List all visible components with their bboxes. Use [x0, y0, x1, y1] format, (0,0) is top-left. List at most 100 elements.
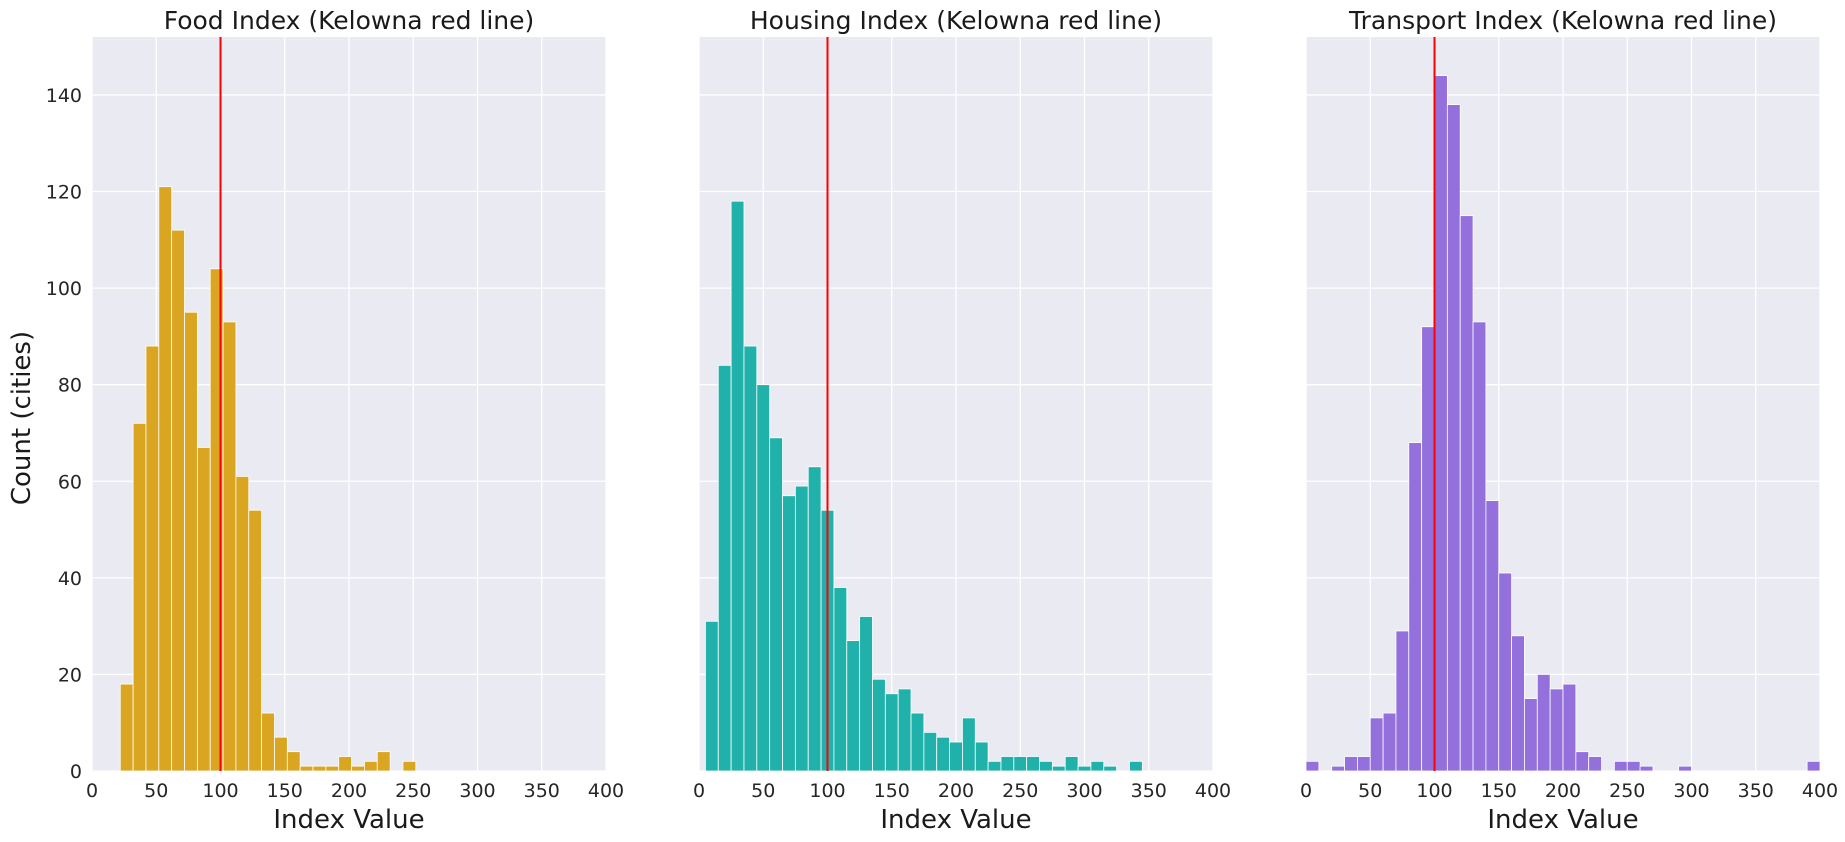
x-tick-label: 350 [1131, 780, 1167, 802]
histogram-bar [196, 447, 211, 772]
chart-panel-1: 0 50 100 150 200 250 300 350 400 0 20 40 60 80 100 120 1… [46, 6, 624, 835]
histogram-bar [222, 321, 237, 772]
x-tick-label: 150 [874, 780, 910, 802]
x-axis-label: Index Value [1487, 805, 1638, 835]
x-tick-label: 100 [202, 780, 238, 802]
histogram-bar [1013, 756, 1028, 772]
histogram-bar [1331, 765, 1345, 772]
x-tick-label: 250 [395, 780, 431, 802]
histogram-bar [1344, 756, 1358, 772]
histogram-bar [1395, 630, 1410, 772]
x-tick-label: 300 [1673, 780, 1709, 802]
histogram-bar [145, 345, 160, 772]
histogram-bar [299, 765, 314, 772]
histogram-bar [1408, 442, 1423, 772]
histogram-bar [1678, 765, 1692, 772]
histogram-bar [1077, 765, 1092, 772]
chart-panel-2: 0 50 100 150 200 250 300 350 400 Housing Index (K… [693, 6, 1231, 835]
x-tick-label: 250 [1609, 780, 1645, 802]
x-tick-label: 50 [144, 780, 168, 802]
histogram-bar [158, 186, 173, 772]
histogram-bar [1382, 712, 1397, 772]
x-tick-label: 250 [1002, 780, 1038, 802]
histogram-bar [261, 712, 275, 772]
histogram-bar [351, 765, 365, 772]
x-tick-label: 0 [1300, 780, 1312, 802]
histogram-bar [1614, 760, 1628, 772]
histogram-bar [949, 741, 963, 772]
histogram-bar [1129, 760, 1143, 772]
histogram-bar [1039, 760, 1053, 772]
histogram-bar [974, 741, 989, 772]
histogram-bar [1549, 688, 1564, 772]
histogram-bar [1498, 572, 1512, 772]
histogram-bar [756, 384, 771, 772]
histogram-bar [235, 476, 250, 772]
chart-title: Food Index (Kelowna red line) [164, 6, 535, 35]
histogram-bar [1000, 756, 1015, 772]
x-tick-label: 400 [588, 780, 624, 802]
histogram-bar [1536, 674, 1551, 772]
y-tick-label: 80 [58, 375, 82, 397]
histogram-bar [730, 200, 745, 772]
histogram-bar [286, 751, 301, 772]
x-tick-label: 200 [331, 780, 367, 802]
histogram-bar [1562, 683, 1577, 772]
histogram-bar [119, 683, 134, 772]
histogram-bar [274, 736, 288, 772]
histogram-bar [1575, 751, 1590, 772]
y-tick-label: 20 [58, 664, 82, 686]
histogram-bar [1446, 104, 1461, 772]
histogram-bar [312, 765, 327, 772]
x-tick-label: 350 [524, 780, 560, 802]
y-tick-label: 40 [58, 568, 82, 590]
histogram-bar [936, 736, 950, 772]
y-tick-label: 140 [46, 85, 82, 107]
x-tick-label: 100 [809, 780, 845, 802]
x-tick-label: 50 [751, 780, 775, 802]
histogram-bar [402, 760, 417, 772]
histogram-bar [184, 311, 198, 772]
histogram-bar [1524, 698, 1538, 772]
histogram-bar [987, 760, 1002, 772]
histogram-bar [962, 717, 976, 772]
histogram-bar [1026, 756, 1040, 772]
histogram-bar [782, 495, 796, 772]
x-axis-label: Index Value [880, 805, 1031, 835]
histogram-bar [833, 587, 848, 772]
histogram-bar [1472, 321, 1487, 772]
x-tick-label: 0 [86, 780, 98, 802]
histogram-bar [1051, 765, 1066, 772]
y-tick-label: 60 [58, 471, 82, 493]
x-tick-label: 350 [1738, 780, 1774, 802]
x-tick-label: 400 [1802, 780, 1838, 802]
histogram-bar [1357, 756, 1371, 772]
x-axis-label: Index Value [273, 805, 424, 835]
histogram-bar [1588, 756, 1602, 772]
histogram-bar [1626, 760, 1641, 772]
histogram-bar [1064, 756, 1079, 772]
histogram-bar [705, 620, 719, 772]
histogram-bar [807, 466, 822, 772]
y-tick-label: 0 [70, 761, 82, 783]
x-tick-label: 400 [1195, 780, 1231, 802]
histogram-bar [872, 678, 886, 772]
histogram-bar [171, 229, 185, 772]
x-tick-label: 100 [1416, 780, 1452, 802]
y-axis-label: Count (cities) [7, 331, 37, 505]
chart-panel-3: 0 50 100 150 200 250 300 350 400 Transport Index … [1300, 6, 1838, 835]
histogram-bar [1639, 765, 1654, 772]
x-tick-label: 200 [938, 780, 974, 802]
histogram-bar [769, 437, 783, 772]
y-tick-label: 120 [46, 182, 82, 204]
histogram-bar [884, 693, 899, 772]
chart-title: Transport Index (Kelowna red line) [1348, 6, 1777, 35]
x-tick-label: 0 [693, 780, 705, 802]
histogram-bar [1090, 760, 1105, 772]
histogram-bar [1459, 215, 1474, 772]
x-tick-label: 300 [1066, 780, 1102, 802]
histogram-bar [717, 364, 732, 772]
histogram-bar [338, 756, 352, 772]
y-tick-label: 100 [46, 278, 82, 300]
